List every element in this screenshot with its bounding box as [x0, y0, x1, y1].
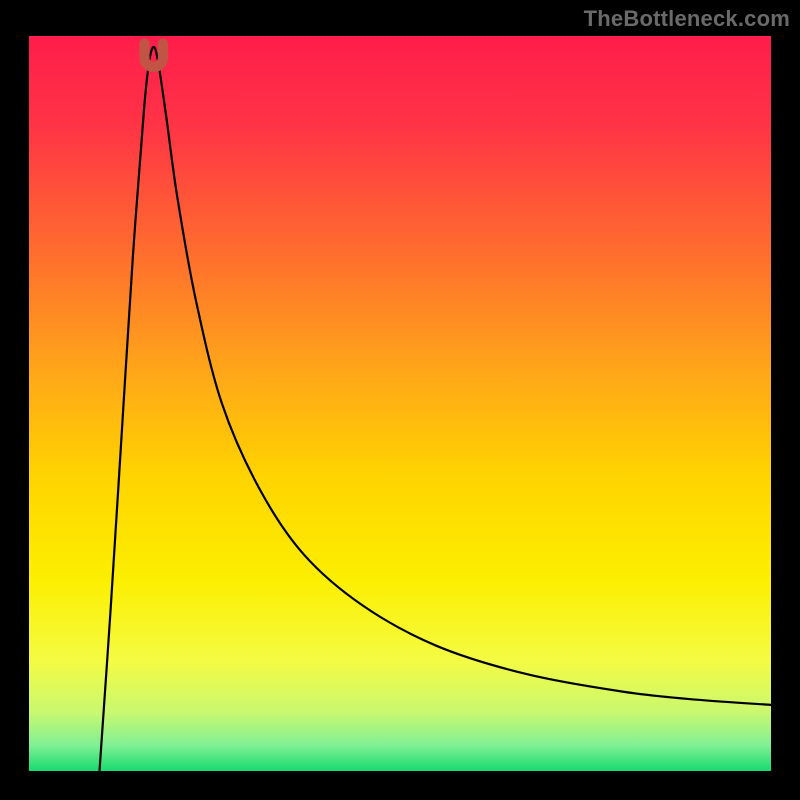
chart-svg	[0, 0, 800, 800]
bottleneck-chart: TheBottleneck.com	[0, 0, 800, 800]
watermark-text: TheBottleneck.com	[584, 6, 790, 32]
